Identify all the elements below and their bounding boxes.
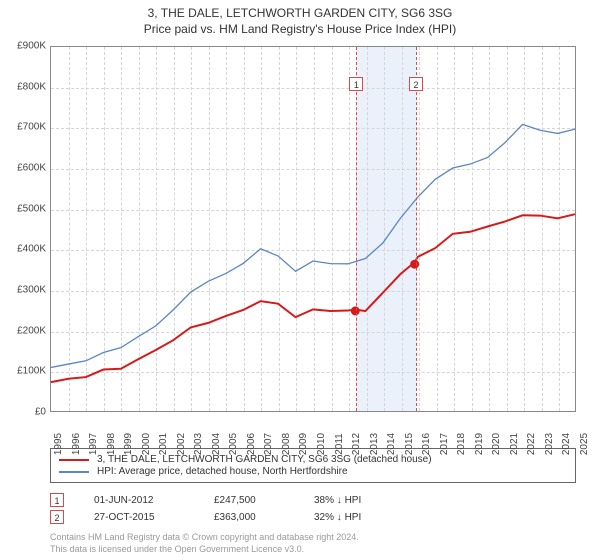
sale-row: 1 01-JUN-2012 £247,500 38% ↓ HPI xyxy=(50,493,424,507)
x-axis-label: 2004 xyxy=(211,433,222,455)
legend-swatch xyxy=(59,471,89,473)
y-axis-label: £700K xyxy=(0,122,46,133)
sale-date: 27-OCT-2015 xyxy=(94,512,184,523)
x-axis-label: 2019 xyxy=(474,433,485,455)
y-axis-label: £800K xyxy=(0,81,46,92)
sale-pct: 38% ↓ HPI xyxy=(314,495,424,506)
legend-row: HPI: Average price, detached house, Nort… xyxy=(59,466,567,477)
x-axis-label: 2009 xyxy=(298,433,309,455)
x-axis-label: 1996 xyxy=(71,433,82,455)
sale-pct: 32% ↓ HPI xyxy=(314,512,424,523)
chart-titles: 3, THE DALE, LETCHWORTH GARDEN CITY, SG6… xyxy=(0,0,600,36)
y-axis-label: £600K xyxy=(0,163,46,174)
sale-vline xyxy=(416,47,417,411)
x-axis-label: 1999 xyxy=(123,433,134,455)
chart-svg xyxy=(51,47,575,411)
y-axis-label: £400K xyxy=(0,244,46,255)
sale-point xyxy=(411,260,419,268)
footer-line1: Contains HM Land Registry data © Crown c… xyxy=(50,532,359,544)
x-axis-label: 2017 xyxy=(439,433,450,455)
y-axis-label: £300K xyxy=(0,285,46,296)
title-subtitle: Price paid vs. HM Land Registry's House … xyxy=(0,22,600,36)
legend-label: 3, THE DALE, LETCHWORTH GARDEN CITY, SG6… xyxy=(97,454,432,465)
x-axis-label: 2002 xyxy=(176,433,187,455)
x-axis-label: 2015 xyxy=(404,433,415,455)
footer-attribution: Contains HM Land Registry data © Crown c… xyxy=(50,532,359,555)
x-axis-label: 2011 xyxy=(334,433,345,455)
x-axis-label: 1997 xyxy=(88,433,99,455)
x-axis-label: 2024 xyxy=(561,433,572,455)
chart-plot-area: 12 xyxy=(50,46,576,412)
x-axis-label: 2022 xyxy=(526,433,537,455)
x-axis-label: 1998 xyxy=(106,433,117,455)
sale-row-marker: 2 xyxy=(50,510,64,524)
sale-marker-box: 2 xyxy=(409,77,423,91)
sale-marker-box: 1 xyxy=(349,77,363,91)
title-address: 3, THE DALE, LETCHWORTH GARDEN CITY, SG6… xyxy=(0,6,600,20)
x-axis-label: 2010 xyxy=(316,433,327,455)
series-hpi xyxy=(51,124,575,367)
y-axis-label: £200K xyxy=(0,325,46,336)
y-axis-label: £900K xyxy=(0,41,46,52)
x-axis-label: 2006 xyxy=(246,433,257,455)
x-axis-label: 2000 xyxy=(141,433,152,455)
x-axis-label: 2005 xyxy=(228,433,239,455)
legend-label: HPI: Average price, detached house, Nort… xyxy=(97,466,348,477)
x-axis-label: 2018 xyxy=(456,433,467,455)
x-axis-label: 2003 xyxy=(193,433,204,455)
x-axis-label: 2020 xyxy=(491,433,502,455)
x-axis-label: 2008 xyxy=(281,433,292,455)
y-axis-label: £100K xyxy=(0,366,46,377)
sale-price: £363,000 xyxy=(214,512,284,523)
y-axis-label: £500K xyxy=(0,203,46,214)
sale-row-marker: 1 xyxy=(50,493,64,507)
sale-date: 01-JUN-2012 xyxy=(94,495,184,506)
sale-point xyxy=(351,307,359,315)
x-axis-label: 2023 xyxy=(544,433,555,455)
page-root: 3, THE DALE, LETCHWORTH GARDEN CITY, SG6… xyxy=(0,0,600,560)
x-axis-label: 2007 xyxy=(263,433,274,455)
sales-table: 1 01-JUN-2012 £247,500 38% ↓ HPI 2 27-OCT-201… xyxy=(50,490,424,527)
sale-price: £247,500 xyxy=(214,495,284,506)
x-axis-label: 2016 xyxy=(421,433,432,455)
x-axis-label: 2021 xyxy=(509,433,520,455)
sale-vline xyxy=(356,47,357,411)
x-axis-label: 2012 xyxy=(351,433,362,455)
legend-row: 3, THE DALE, LETCHWORTH GARDEN CITY, SG6… xyxy=(59,454,567,465)
x-axis-label: 1995 xyxy=(53,433,64,455)
footer-line2: This data is licensed under the Open Gov… xyxy=(50,544,359,556)
legend-swatch xyxy=(59,459,89,461)
y-axis-label: £0 xyxy=(0,407,46,418)
series-price_paid xyxy=(51,214,575,382)
x-axis-label: 2025 xyxy=(579,433,590,455)
x-axis-label: 2013 xyxy=(369,433,380,455)
x-axis-label: 2014 xyxy=(386,433,397,455)
x-axis-label: 2001 xyxy=(158,433,169,455)
sale-row: 2 27-OCT-2015 £363,000 32% ↓ HPI xyxy=(50,510,424,524)
